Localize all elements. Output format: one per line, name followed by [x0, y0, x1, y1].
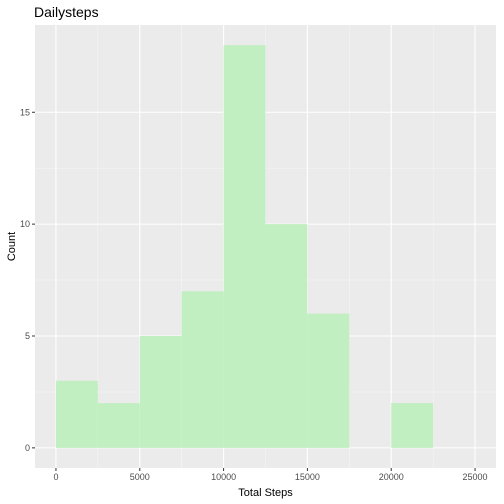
x-tick-label: 5000 — [130, 472, 150, 482]
histogram-bar — [139, 335, 182, 448]
x-tick-label: 15000 — [295, 472, 320, 482]
y-tick-label: 0 — [25, 443, 30, 453]
histogram-bars — [55, 45, 434, 448]
x-tick-label: 10000 — [211, 472, 236, 482]
y-axis-ticks: 0 5 10 15 — [20, 107, 35, 453]
histogram-bar — [181, 291, 224, 448]
chart-title: Dailysteps — [34, 4, 99, 20]
y-tick-label: 5 — [25, 331, 30, 341]
x-tick-label: 20000 — [379, 472, 404, 482]
y-tick-label: 10 — [20, 219, 30, 229]
x-axis-title: Total Steps — [238, 487, 293, 499]
histogram-bar — [223, 45, 266, 448]
histogram-bar — [97, 403, 140, 448]
x-axis-ticks: 0 5000 10000 15000 20000 25000 — [53, 468, 488, 482]
y-tick-label: 15 — [20, 107, 30, 117]
histogram-bar — [55, 380, 98, 448]
x-tick-label: 25000 — [463, 472, 488, 482]
histogram-bar — [391, 403, 434, 448]
histogram-bar — [307, 313, 350, 448]
histogram-bar — [265, 224, 308, 448]
x-tick-label: 0 — [53, 472, 58, 482]
y-axis-title: Count — [6, 232, 18, 261]
